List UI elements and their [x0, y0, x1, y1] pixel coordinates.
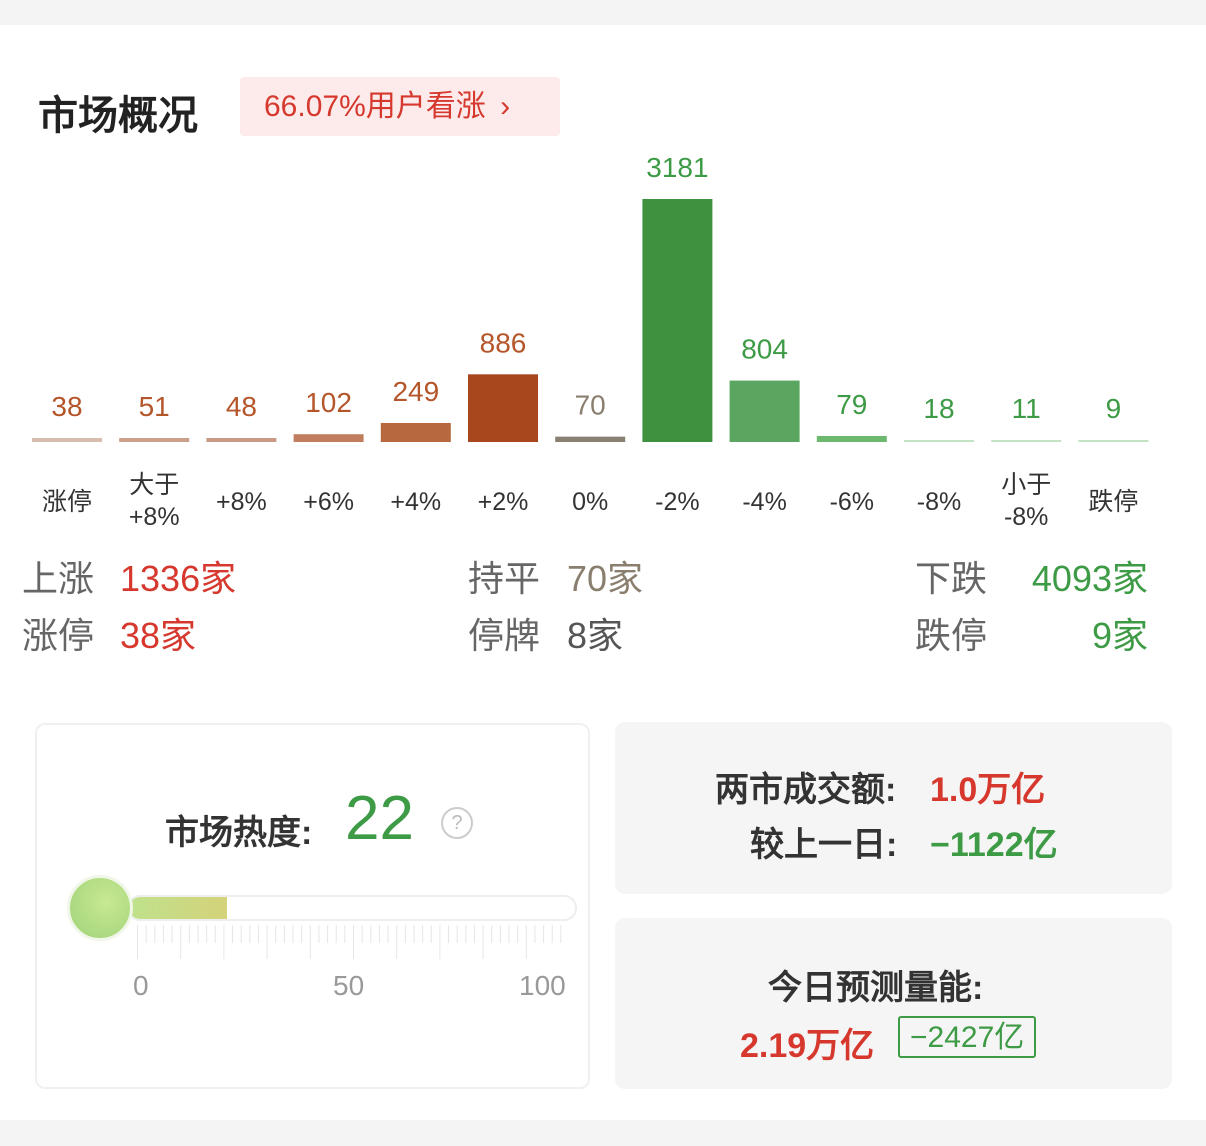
heat-gauge: [127, 895, 577, 921]
bar: [293, 434, 364, 442]
down-value: 4093家: [1031, 558, 1148, 599]
turnover-value: 1.0万亿: [930, 771, 1046, 809]
limit-down-label: 跌停: [915, 615, 988, 656]
bar-value-label: 9: [1106, 393, 1122, 424]
category-label: +8%: [216, 488, 267, 516]
category-label: -6%: [830, 488, 874, 516]
bar-value-label: 70: [575, 390, 606, 421]
bar: [380, 422, 451, 442]
bar-value-label: 3181: [646, 152, 708, 183]
category-label: -2%: [655, 488, 699, 516]
category-label: -8%: [917, 488, 961, 516]
bar: [119, 438, 190, 442]
bar-value-label: 51: [139, 391, 170, 422]
suspended-value: 8家: [567, 615, 624, 656]
category-label: -4%: [742, 488, 786, 516]
suspended-label: 停牌: [468, 615, 541, 656]
forecast-label: 今日预测量能:: [768, 969, 984, 1007]
turnover-label: 两市成交额:: [715, 771, 897, 809]
scale-100: 100: [519, 970, 566, 1001]
category-label: 0%: [572, 488, 608, 516]
bar-value-label: 79: [836, 389, 867, 420]
category-label: +4%: [390, 488, 441, 516]
bar-value-label: 102: [305, 387, 352, 418]
bar: [206, 438, 277, 442]
bar-value-label: 804: [741, 334, 788, 365]
heat-gauge-fill: [129, 897, 228, 919]
forecast-delta-badge: −2427亿: [898, 1016, 1037, 1058]
bar: [468, 374, 538, 442]
down-label: 下跌: [915, 558, 988, 599]
flat-label: 持平: [468, 558, 541, 599]
category-label: 跌停: [1088, 488, 1138, 516]
compare-value: −1122亿: [930, 826, 1058, 864]
forecast-card: 今日预测量能: 2.19万亿 −2427亿: [615, 918, 1172, 1089]
up-label: 上涨: [22, 558, 95, 599]
bar-value-label: 18: [923, 393, 954, 424]
bar-value-label: 11: [1012, 393, 1041, 424]
help-icon[interactable]: ?: [441, 807, 473, 839]
category-label: 涨停: [42, 488, 92, 516]
bar: [32, 438, 102, 442]
category-label: 大于+8%: [129, 471, 180, 531]
limit-up-value: 38家: [120, 615, 197, 656]
bar: [904, 440, 974, 442]
bar-value-label: 249: [392, 376, 439, 407]
limit-down-value: 9家: [1091, 615, 1148, 656]
sentiment-text: 66.07%用户看涨: [264, 90, 486, 123]
flat-value: 70家: [567, 558, 644, 599]
up-value: 1336家: [120, 558, 237, 599]
scale-0: 0: [133, 970, 149, 1001]
bar-value-label: 886: [480, 327, 527, 358]
thermometer-bulb: [67, 875, 133, 941]
market-heat-card: 市场热度: 22 ? 0 50 100: [35, 723, 590, 1089]
bar-value-label: 48: [226, 391, 257, 422]
distribution-chart: 38 涨停 51 大于+8% 48 +8% 102 +6% 249 +4% 886 +2% 70 0% 31…: [32, 152, 1149, 531]
bar: [1078, 440, 1149, 442]
bar: [816, 435, 887, 442]
chevron-right-icon: ›: [500, 90, 511, 123]
limit-up-label: 涨停: [22, 615, 95, 656]
bar: [991, 440, 1062, 442]
category-label: 小于-8%: [1001, 471, 1051, 531]
compare-label: 较上一日:: [750, 826, 898, 864]
scale-50: 50: [333, 970, 365, 1001]
forecast-value: 2.19万亿: [740, 1027, 875, 1065]
bar-value-label: 38: [51, 391, 82, 422]
turnover-card: 两市成交额: 1.0万亿 较上一日: −1122亿: [615, 722, 1172, 894]
category-label: +6%: [303, 488, 354, 516]
bar: [642, 199, 713, 442]
bar: [729, 380, 800, 442]
bar: [555, 436, 626, 442]
gauge-ticks: [137, 925, 562, 959]
heat-label: 市场热度:: [165, 814, 313, 852]
sentiment-badge[interactable]: 66.07%用户看涨 ›: [240, 77, 560, 136]
category-label: +2%: [478, 488, 529, 516]
page-title: 市场概况: [38, 94, 198, 138]
heat-value: 22: [345, 784, 414, 853]
